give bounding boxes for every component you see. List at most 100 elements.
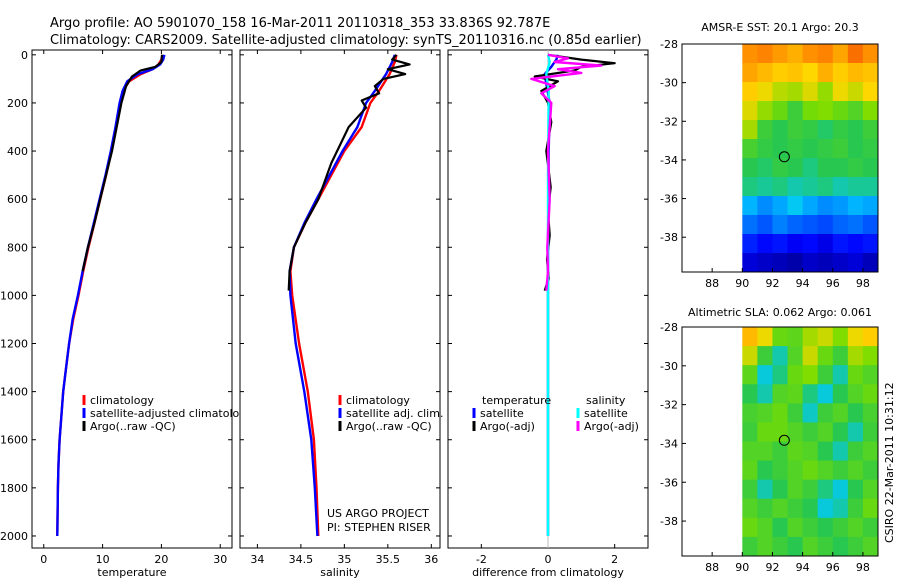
sla-map-cell [847, 327, 864, 347]
sst-map-panel: AMSR-E SST: 20.1 Argo: 20.3 88 90 92 94 96 98 -… [660, 21, 879, 290]
pi-label: PI: STEPHEN RISER [327, 521, 431, 534]
sst-map-xtick-label: 94 [796, 277, 810, 290]
temperature-legend-2-label: Argo(..raw -QC) [90, 420, 176, 433]
sst-map-ytick-label: -34 [660, 154, 678, 167]
salinity-legend-0-label: climatology [346, 394, 410, 407]
salinity-panel: 34 34.5 35 35.5 36 salinity climatologysatelli… [239, 49, 443, 579]
sst-map-cell [817, 101, 834, 121]
sst-map-cell [772, 101, 789, 121]
temperature-legend-0-label: climatology [90, 394, 154, 407]
sla-map-xtick-label: 94 [796, 561, 810, 574]
sst-map-cell [817, 196, 834, 216]
sla-map-cell [817, 441, 834, 462]
sla-map-cell [832, 517, 849, 538]
sst-map-cell [787, 44, 804, 64]
sst-map-cell [862, 177, 878, 197]
sst-map-cell [862, 44, 878, 64]
sla-map-cell [862, 536, 878, 556]
sla-map-cell [802, 498, 819, 519]
sst-map-cell [787, 253, 804, 272]
sst-map-cell [817, 139, 834, 159]
sla-map-cell [862, 460, 878, 481]
sla-map-cell [847, 479, 864, 500]
salinity-legend-1-label: satellite adj. clim. [346, 407, 443, 420]
sst-map-cell [847, 82, 864, 102]
sla-map-cell [832, 460, 849, 481]
temperature-xtick-label: 30 [213, 553, 227, 566]
sla-map-cell [832, 365, 849, 385]
difference-xlabel: difference from climatology [472, 566, 624, 579]
sst-map-ytick-label: -36 [660, 193, 678, 206]
sst-map-cell [772, 253, 789, 272]
sla-map-cell [802, 365, 819, 385]
temperature-ytick-label: 800 [7, 241, 28, 254]
sla-map-cell [742, 441, 758, 462]
sla-map-cell [772, 517, 789, 538]
temperature-ytick-label: 600 [7, 193, 28, 206]
sst-map-ytick-label: -30 [660, 77, 678, 90]
sla-map-ytick-label: -28 [660, 321, 678, 334]
sla-map-cell [862, 479, 878, 500]
sla-map-cell [802, 327, 819, 347]
sst-map-cell [757, 253, 774, 272]
sla-map-cell [787, 479, 804, 500]
sst-map-cell [787, 139, 804, 159]
sst-map-axes-box [681, 43, 879, 273]
sla-map-cell [742, 327, 758, 347]
sla-map-cell [772, 536, 789, 556]
sla-map-cell [832, 346, 849, 366]
project-label: US ARGO PROJECT [327, 507, 429, 520]
sst-map-cell [787, 234, 804, 254]
sst-map-cell [817, 63, 834, 83]
temperature-ytick-label: 2000 [0, 530, 28, 543]
sla-map-cell [757, 498, 774, 519]
header-line2: Climatology: CARS2009. Satellite-adjuste… [50, 33, 642, 48]
sst-map-cell [832, 158, 849, 178]
sla-map-cell [817, 536, 834, 556]
sst-map-cell [802, 253, 819, 272]
sla-map-cell [802, 422, 819, 443]
difference-legend-title-1: salinity [586, 394, 626, 407]
sst-map-cell [862, 253, 878, 272]
sla-map-cell [742, 346, 758, 366]
sst-map-xtick-label: 88 [705, 277, 719, 290]
sst-map-ytick-label: -32 [660, 115, 678, 128]
sla-map-cell [847, 460, 864, 481]
sst-map-cell [742, 101, 758, 121]
sla-map-cell [772, 422, 789, 443]
sla-map-cell [757, 479, 774, 500]
sst-map-cell [787, 101, 804, 121]
sla-map-cell [862, 384, 878, 404]
sst-map-xtick-label: 92 [765, 277, 779, 290]
sst-map-cell [772, 196, 789, 216]
sla-map-cell [787, 365, 804, 385]
sst-map-cell [802, 177, 819, 197]
sla-map-cell [832, 536, 849, 556]
sst-map-cell [742, 139, 758, 159]
temperature-panel: 0 10 20 30 0 200 400 600 800 1000 1200 1400 1600 1800… [0, 49, 240, 579]
sla-map-cell [832, 327, 849, 347]
sla-map-cell [772, 365, 789, 385]
temperature-ytick-label: 1000 [0, 289, 28, 302]
temperature-xtick-label: 0 [40, 553, 47, 566]
sst-map-cell [757, 44, 774, 64]
sla-map-cell [862, 422, 878, 443]
sla-map-cell [862, 327, 878, 347]
sst-map-cell [802, 44, 819, 64]
sst-map-cell [742, 44, 758, 64]
temperature-ytick-label: 200 [7, 97, 28, 110]
sla-map-ytick-label: -34 [660, 437, 678, 450]
sst-map-cell [832, 253, 849, 272]
temperature-ytick-label: 1400 [0, 386, 28, 399]
salinity-legend-2-label: Argo(..raw -QC) [346, 420, 432, 433]
sst-map-cell [802, 234, 819, 254]
sla-map-cell [742, 498, 758, 519]
sla-map-cell [742, 460, 758, 481]
sst-map-cell [862, 120, 878, 140]
sla-map-cell [742, 403, 758, 424]
sst-map-cells [742, 44, 878, 272]
sla-map-cell [832, 384, 849, 404]
sla-map-cell [817, 498, 834, 519]
sst-map-xtick-label: 90 [735, 277, 749, 290]
sst-map-cell [862, 234, 878, 254]
